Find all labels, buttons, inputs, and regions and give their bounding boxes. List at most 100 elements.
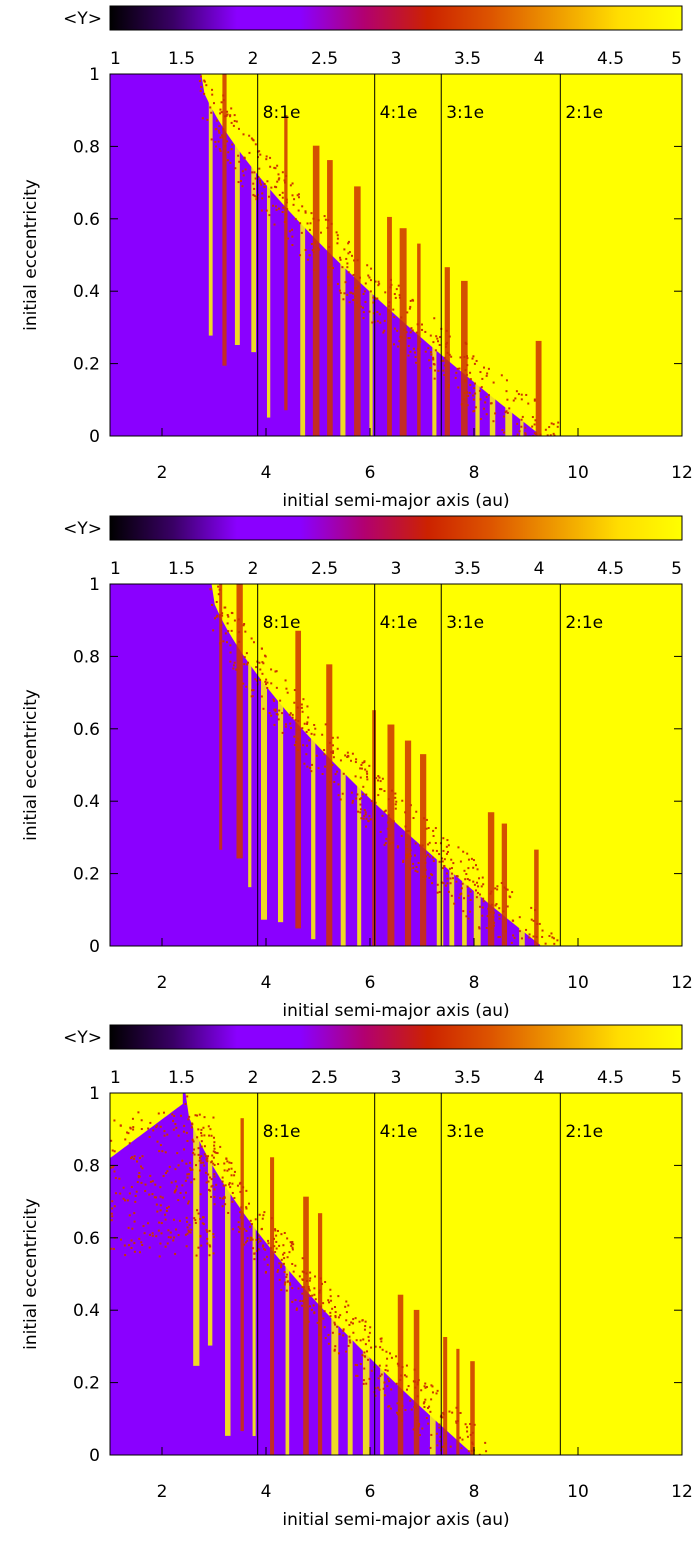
chaos-speck [469,378,472,381]
resonance-label: 2:1e [565,613,603,633]
chaos-speck [476,891,479,894]
chaos-speck [498,917,501,920]
chaos-speck [205,1158,208,1161]
chaos-speck [257,1237,260,1240]
chaos-speck [229,1186,232,1189]
chaos-speck [347,1344,350,1347]
chaos-speck [434,369,437,372]
chaos-speck [186,1095,189,1098]
chaos-speck [463,355,466,358]
chaos-speck [480,417,483,420]
chaos-speck [156,1124,159,1127]
chaos-speck [406,311,409,314]
inner-chaotic-band [110,1093,183,1159]
chaos-speck [392,308,395,311]
chaos-speck [416,347,419,350]
chaos-speck [448,335,451,338]
chaos-speck [343,292,346,295]
chaos-speck [232,124,235,127]
chaos-speck [299,222,302,225]
chaos-speck [289,1241,292,1244]
chaos-speck [274,1229,277,1232]
chaos-speck [427,347,430,350]
chaos-speck [384,842,387,845]
chaos-speck [469,890,472,893]
chaos-speck [459,1411,462,1414]
chaos-speck [115,1192,118,1195]
chaos-speck [296,706,299,709]
chaos-speck [259,181,262,184]
chaos-speck [200,75,203,78]
chaos-speck [429,1410,432,1413]
chaos-speck [300,231,303,234]
chaos-speck [199,1217,202,1220]
chaos-speck [265,155,268,158]
colorbar-tick-label: 2.5 [311,49,338,69]
chaos-speck [138,1237,141,1240]
chaos-speck [362,1382,365,1385]
chaos-speck [278,709,281,712]
chaos-speck [480,885,483,888]
chaos-speck [534,419,537,422]
chaos-speck [398,296,401,299]
y-tick-label: 0.6 [73,210,100,230]
colorbar-label: <Y> [63,1028,102,1048]
x-tick-label: 8 [469,1482,480,1502]
chaos-speck [446,850,449,853]
chaos-speck [284,723,287,726]
chaos-speck [486,915,489,918]
chaos-speck [262,707,265,710]
chaos-speck [416,1383,419,1386]
chaos-speck [130,1247,133,1250]
chaos-speck [111,1149,114,1152]
chaos-streak [443,1337,448,1455]
chaos-speck [242,1186,245,1189]
chaos-speck [186,1226,189,1229]
chaos-speck [308,254,311,257]
chaos-speck [471,1431,474,1434]
chaos-speck [391,820,394,823]
chaos-speck [229,651,232,654]
chaos-speck [203,1164,206,1167]
chaos-speck [465,355,468,358]
chaos-speck [432,860,435,863]
chaos-streak [387,216,392,436]
chaos-speck [362,1379,365,1382]
chaos-speck [365,770,368,773]
chaos-speck [474,392,477,395]
chaos-speck [194,1221,197,1224]
chaos-speck [227,151,230,154]
chaos-speck [188,1115,191,1118]
chaos-speck [336,747,339,750]
chaos-speck [401,799,404,802]
chaos-speck [194,1164,197,1167]
chaos-speck [464,341,467,344]
chaos-speck [309,1277,312,1280]
chaos-speck [438,1440,441,1443]
chaos-speck [201,1222,204,1225]
chaos-speck [369,279,372,282]
chaos-speck [465,373,468,376]
chaos-speck [442,1411,445,1414]
chaos-speck [122,1197,125,1200]
x-tick-label: 6 [365,973,376,993]
chaos-speck [423,1385,426,1388]
chaos-speck [466,1426,469,1429]
chaos-speck [173,1236,176,1239]
chaos-speck [258,150,261,153]
chaos-speck [406,847,409,850]
chaos-speck [467,858,470,861]
chaos-speck [130,1185,133,1188]
chaos-speck [215,127,218,130]
chaos-speck [138,1172,141,1175]
chaos-speck [465,915,468,918]
chaos-speck [291,713,294,716]
chaos-speck [458,896,461,899]
chaos-speck [233,619,236,622]
chaos-speck [415,810,418,813]
chaos-speck [324,765,327,768]
chaos-speck [312,251,315,254]
chaos-speck [527,402,530,405]
chaos-speck [305,730,308,733]
chaos-speck [441,1416,444,1419]
